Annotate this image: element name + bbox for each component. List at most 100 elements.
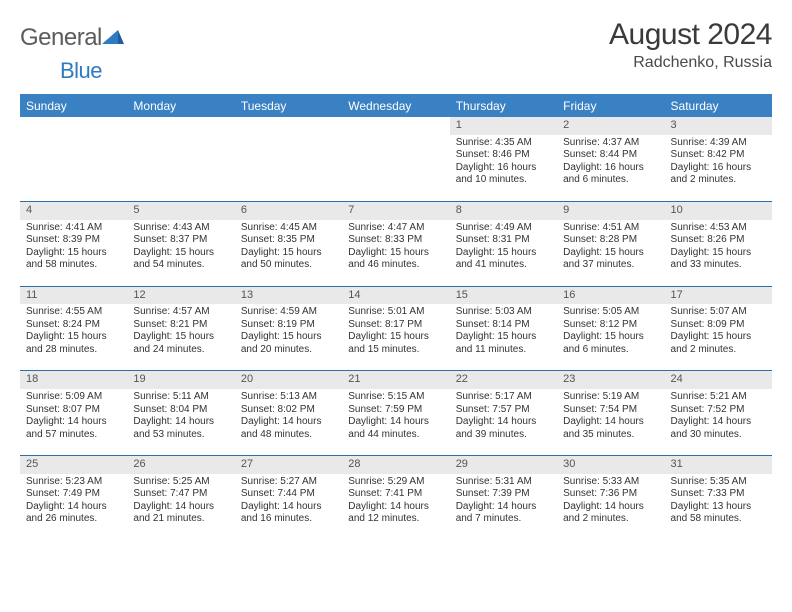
detail-row: Sunrise: 4:41 AMSunset: 8:39 PM Daylight:…: [20, 220, 772, 287]
day-cell: Sunrise: 5:21 AMSunset: 7:52 PMDaylight:…: [665, 389, 772, 456]
dayhead-wed: Wednesday: [342, 95, 449, 117]
day-number: 5: [127, 201, 234, 219]
sunset-text: Sunset: 7:39 PM: [456, 488, 551, 501]
daylight-text-2: and 44 minutes.: [348, 429, 443, 442]
day-cell: [127, 135, 234, 202]
sunset-text: Sunset: 8:44 PM: [563, 149, 658, 162]
sunrise-text: Sunrise: 4:49 AM: [456, 222, 551, 235]
sunrise-text: Sunrise: 4:47 AM: [348, 222, 443, 235]
sunset-text: Sunset: 8:21 PM: [133, 319, 228, 332]
daylight-text-2: and 57 minutes.: [26, 429, 121, 442]
day-number: 3: [665, 117, 772, 135]
day-cell: Sunrise: 4:35 AMSunset: 8:46 PMDaylight:…: [450, 135, 557, 202]
sunset-text: Sunset: 8:02 PM: [241, 404, 336, 417]
daylight-text-1: Daylight: 15 hours: [133, 247, 228, 260]
daylight-text-1: Daylight: 15 hours: [26, 331, 121, 344]
daylight-text-1: Daylight: 14 hours: [133, 416, 228, 429]
sunrise-text: Sunrise: 5:07 AM: [671, 306, 766, 319]
daylight-text-2: and 26 minutes.: [26, 513, 121, 526]
daylight-text-2: and 24 minutes.: [133, 344, 228, 357]
sunset-text: Sunset: 8:39 PM: [26, 234, 121, 247]
daylight-text-1: Daylight: 15 hours: [563, 247, 658, 260]
day-number: 30: [557, 456, 664, 474]
daylight-text-1: Daylight: 14 hours: [26, 501, 121, 514]
daylight-text-2: and 10 minutes.: [456, 174, 551, 187]
sunrise-text: Sunrise: 4:41 AM: [26, 222, 121, 235]
day-number: 21: [342, 371, 449, 389]
daylight-text-2: and 11 minutes.: [456, 344, 551, 357]
day-number: 1: [450, 117, 557, 135]
daylight-text-2: and 58 minutes.: [671, 513, 766, 526]
day-number: 4: [20, 201, 127, 219]
daylight-text-1: Daylight: 14 hours: [241, 501, 336, 514]
sunset-text: Sunset: 8:24 PM: [26, 319, 121, 332]
daylight-text-1: Daylight: 14 hours: [241, 416, 336, 429]
day-number: 24: [665, 371, 772, 389]
daylight-text-1: Daylight: 15 hours: [241, 331, 336, 344]
sunset-text: Sunset: 8:37 PM: [133, 234, 228, 247]
sunset-text: Sunset: 8:28 PM: [563, 234, 658, 247]
sunrise-text: Sunrise: 4:51 AM: [563, 222, 658, 235]
daynum-row: 11121314151617: [20, 286, 772, 304]
daylight-text-2: and 28 minutes.: [26, 344, 121, 357]
sunrise-text: Sunrise: 5:01 AM: [348, 306, 443, 319]
day-cell: Sunrise: 4:49 AMSunset: 8:31 PMDaylight:…: [450, 220, 557, 287]
sunset-text: Sunset: 7:36 PM: [563, 488, 658, 501]
day-number: [342, 117, 449, 135]
daylight-text-2: and 16 minutes.: [241, 513, 336, 526]
sunset-text: Sunset: 7:47 PM: [133, 488, 228, 501]
daynum-row: 123: [20, 117, 772, 135]
daylight-text-2: and 7 minutes.: [456, 513, 551, 526]
day-cell: Sunrise: 4:57 AMSunset: 8:21 PMDaylight:…: [127, 304, 234, 371]
day-cell: Sunrise: 5:29 AMSunset: 7:41 PMDaylight:…: [342, 474, 449, 540]
day-number: 18: [20, 371, 127, 389]
daylight-text-1: Daylight: 14 hours: [563, 416, 658, 429]
day-cell: [235, 135, 342, 202]
sunrise-text: Sunrise: 4:35 AM: [456, 137, 551, 150]
daylight-text-2: and 6 minutes.: [563, 174, 658, 187]
day-cell: Sunrise: 4:59 AMSunset: 8:19 PMDaylight:…: [235, 304, 342, 371]
dayhead-fri: Friday: [557, 95, 664, 117]
sunset-text: Sunset: 8:26 PM: [671, 234, 766, 247]
daylight-text-2: and 20 minutes.: [241, 344, 336, 357]
daylight-text-1: Daylight: 15 hours: [456, 247, 551, 260]
sunset-text: Sunset: 7:49 PM: [26, 488, 121, 501]
sunrise-text: Sunrise: 5:33 AM: [563, 476, 658, 489]
daylight-text-2: and 30 minutes.: [671, 429, 766, 442]
day-cell: Sunrise: 5:05 AMSunset: 8:12 PMDaylight:…: [557, 304, 664, 371]
day-number: 19: [127, 371, 234, 389]
day-cell: Sunrise: 5:31 AMSunset: 7:39 PMDaylight:…: [450, 474, 557, 540]
day-cell: [20, 135, 127, 202]
dayhead-mon: Monday: [127, 95, 234, 117]
daylight-text-1: Daylight: 15 hours: [671, 247, 766, 260]
day-number: 7: [342, 201, 449, 219]
sunset-text: Sunset: 8:46 PM: [456, 149, 551, 162]
daylight-text-2: and 53 minutes.: [133, 429, 228, 442]
sunset-text: Sunset: 8:17 PM: [348, 319, 443, 332]
day-cell: Sunrise: 5:17 AMSunset: 7:57 PMDaylight:…: [450, 389, 557, 456]
sunrise-text: Sunrise: 5:25 AM: [133, 476, 228, 489]
day-cell: Sunrise: 5:09 AMSunset: 8:07 PMDaylight:…: [20, 389, 127, 456]
sunrise-text: Sunrise: 5:11 AM: [133, 391, 228, 404]
sunset-text: Sunset: 7:59 PM: [348, 404, 443, 417]
sunrise-text: Sunrise: 5:03 AM: [456, 306, 551, 319]
day-number: 26: [127, 456, 234, 474]
detail-row: Sunrise: 5:23 AMSunset: 7:49 PMDaylight:…: [20, 474, 772, 540]
day-number: 13: [235, 286, 342, 304]
sunrise-text: Sunrise: 4:39 AM: [671, 137, 766, 150]
daylight-text-1: Daylight: 14 hours: [456, 501, 551, 514]
daylight-text-2: and 12 minutes.: [348, 513, 443, 526]
daylight-text-2: and 2 minutes.: [671, 174, 766, 187]
day-cell: Sunrise: 5:03 AMSunset: 8:14 PMDaylight:…: [450, 304, 557, 371]
detail-row: Sunrise: 4:55 AMSunset: 8:24 PMDaylight:…: [20, 304, 772, 371]
daynum-row: 18192021222324: [20, 371, 772, 389]
sunset-text: Sunset: 8:42 PM: [671, 149, 766, 162]
sunrise-text: Sunrise: 5:29 AM: [348, 476, 443, 489]
day-header-row: Sunday Monday Tuesday Wednesday Thursday…: [20, 95, 772, 117]
day-number: [20, 117, 127, 135]
detail-row: Sunrise: 4:35 AMSunset: 8:46 PMDaylight:…: [20, 135, 772, 202]
day-cell: Sunrise: 5:07 AMSunset: 8:09 PMDaylight:…: [665, 304, 772, 371]
day-number: [127, 117, 234, 135]
logo-word2: Blue: [60, 58, 102, 83]
day-cell: Sunrise: 5:15 AMSunset: 7:59 PMDaylight:…: [342, 389, 449, 456]
